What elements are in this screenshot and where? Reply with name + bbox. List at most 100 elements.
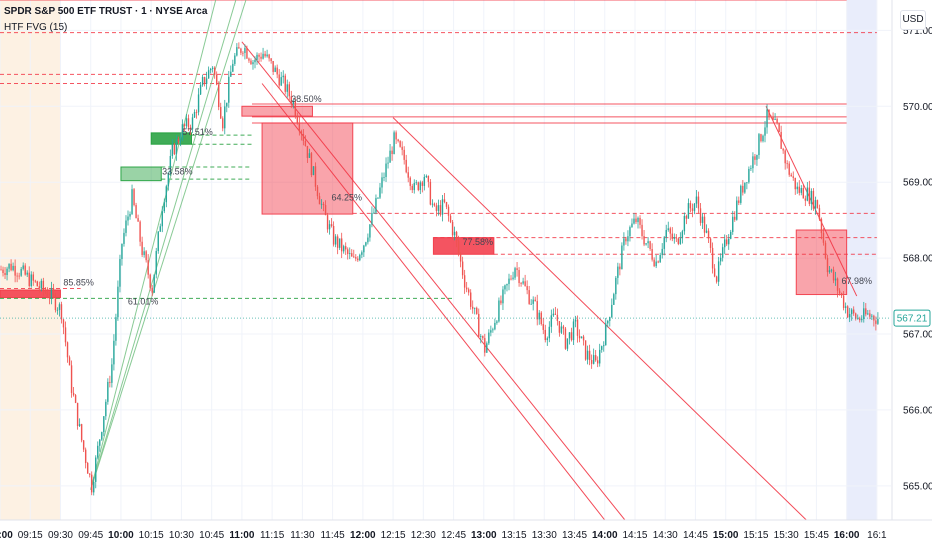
- candle-down: [183, 124, 186, 127]
- candle-up: [105, 401, 107, 417]
- fvg-zone-bear: [0, 289, 61, 299]
- candle-up: [834, 278, 837, 281]
- candle-up: [629, 227, 631, 237]
- candle-up: [613, 294, 615, 305]
- price-tick-label: 565.00: [903, 481, 932, 492]
- candle-up: [103, 416, 105, 433]
- candle-down: [270, 58, 272, 61]
- candle-down: [459, 253, 462, 262]
- candle-down: [780, 131, 782, 149]
- candle-down: [149, 274, 151, 288]
- candle-up: [40, 280, 43, 289]
- candle-up: [369, 224, 371, 238]
- price-tick-label: 571.00: [903, 26, 932, 37]
- candle-down: [135, 205, 137, 219]
- candle-down: [318, 196, 321, 205]
- time-tick-label: 09:30: [48, 530, 73, 541]
- candle-down: [220, 107, 222, 119]
- candle-down: [322, 203, 325, 206]
- candle-down: [842, 295, 845, 308]
- candle-up: [661, 248, 663, 255]
- candle-down: [826, 258, 829, 273]
- time-tick-label: 12:00: [350, 530, 376, 541]
- candle-down: [726, 239, 728, 245]
- candle-down: [294, 100, 297, 117]
- symbol-title[interactable]: SPDR S&P 500 ETF TRUST · 1 · NYSE Arca: [4, 6, 208, 17]
- candle-up: [375, 198, 377, 213]
- time-tick-label: 10:45: [199, 530, 224, 541]
- candle-up: [159, 226, 161, 232]
- candle-down: [91, 474, 93, 493]
- candle-down: [70, 365, 73, 393]
- candle-down: [472, 306, 474, 309]
- candle-up: [22, 265, 24, 269]
- candle-down: [643, 236, 645, 245]
- candle-up: [125, 220, 127, 233]
- candle-down: [139, 221, 141, 242]
- candle-down: [54, 294, 57, 311]
- candle-up: [254, 59, 256, 63]
- candle-down: [357, 258, 359, 261]
- candle-up: [746, 182, 748, 184]
- candle-down: [536, 301, 538, 320]
- candle-up: [334, 236, 337, 245]
- candle-up: [867, 313, 869, 315]
- candle-down: [429, 181, 432, 205]
- candle-up: [153, 274, 155, 293]
- fvg-percent-label: 67.98%: [841, 276, 872, 286]
- candle-down: [306, 145, 309, 158]
- candle-down: [657, 261, 659, 263]
- candle-up: [679, 238, 682, 244]
- candle-up: [58, 304, 61, 310]
- candle-down: [832, 269, 835, 281]
- candle-up: [425, 175, 428, 177]
- candle-up: [552, 313, 555, 316]
- candle-down: [324, 205, 327, 216]
- candle-down: [276, 67, 278, 75]
- candle-down: [649, 241, 651, 250]
- candle-down: [14, 265, 16, 276]
- candle-up: [419, 182, 422, 190]
- candle-up: [736, 200, 738, 220]
- candle-up: [342, 246, 345, 252]
- candle-up: [603, 345, 605, 347]
- last-price-label: 567.21: [897, 314, 928, 325]
- candle-down: [151, 287, 153, 293]
- candle-down: [451, 222, 454, 236]
- candle-up: [365, 242, 367, 246]
- candle-up: [810, 190, 813, 204]
- candle-up: [161, 211, 163, 227]
- candle-up: [6, 268, 8, 276]
- candle-down: [768, 109, 770, 117]
- candle-up: [615, 277, 617, 295]
- time-tick-label: 15:15: [743, 530, 768, 541]
- candle-up: [157, 231, 159, 252]
- trendline-bull: [90, 0, 247, 490]
- candle-up: [30, 274, 32, 287]
- candle-down: [709, 238, 712, 248]
- candle-down: [802, 188, 805, 199]
- indicator-title[interactable]: HTF FVG (15): [4, 22, 68, 33]
- candle-up: [512, 277, 514, 279]
- time-tick-label: 14:00: [592, 530, 618, 541]
- candle-up: [371, 212, 373, 225]
- candle-up: [175, 138, 178, 155]
- trendline-bull: [90, 0, 217, 490]
- candle-down: [465, 287, 468, 290]
- currency-button[interactable]: USD: [900, 10, 926, 30]
- candle-up: [796, 186, 798, 190]
- candle-up: [488, 332, 490, 344]
- candle-down: [4, 273, 6, 276]
- candle-up: [673, 237, 676, 239]
- candle-up: [774, 118, 776, 121]
- candle-down: [52, 288, 55, 295]
- candle-down: [268, 54, 270, 59]
- time-tick-label: 09:15: [18, 530, 43, 541]
- candle-up: [280, 77, 282, 86]
- time-tick-label: 14:45: [683, 530, 708, 541]
- candle-up: [230, 71, 232, 77]
- candle-down: [590, 360, 593, 364]
- candle-down: [542, 324, 544, 330]
